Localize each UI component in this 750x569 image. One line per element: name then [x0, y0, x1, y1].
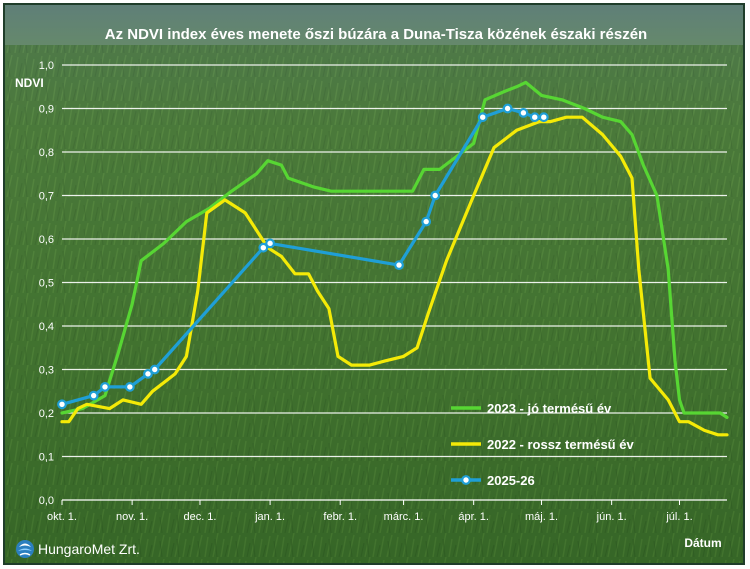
data-point [529, 112, 540, 123]
data-point [143, 368, 153, 379]
data-point [502, 103, 513, 114]
y-tick-label: 0,9 [39, 104, 54, 116]
x-tick-label: júl. 1. [665, 511, 692, 523]
data-point [124, 382, 135, 392]
data-point [265, 238, 275, 249]
data-point [258, 242, 269, 253]
y-tick-label: 0,7 [39, 191, 54, 203]
y-tick-label: 0,5 [39, 278, 54, 290]
ndvi-chart: Az NDVI index éves menete őszi búzára a … [5, 5, 743, 563]
x-tick-label: máj. 1. [525, 511, 558, 523]
chart-title: Az NDVI index éves menete őszi búzára a … [105, 26, 647, 43]
legend-label: 2025-26 [487, 473, 535, 488]
y-tick-label: 0,6 [39, 234, 54, 246]
series-line-1 [60, 80, 729, 419]
data-point [538, 112, 549, 123]
data-point [149, 364, 160, 375]
y-tick-label: 0,2 [39, 408, 54, 420]
x-tick-label: okt. 1. [47, 511, 77, 523]
x-tick-label: jún. 1. [596, 511, 627, 523]
y-tick-label: 0,4 [39, 321, 54, 333]
data-point [477, 112, 488, 123]
x-tick-label: dec. 1. [183, 511, 216, 523]
hungaromet-logo-icon [16, 540, 34, 558]
legend-marker [461, 475, 471, 485]
y-axis: 0,0 0,1 0,2 0,3 0,4 0,5 0,6 0,7 0,8 0,9 1,0 [39, 60, 727, 507]
legend: 2023 - jó termésű év 2022 - rossz termésű… [451, 401, 634, 488]
hungaromet-logo-text: HungaroMet Zrt. [38, 541, 140, 557]
data-point [100, 382, 110, 392]
data-point [394, 260, 404, 271]
chart-frame: Az NDVI index éves menete őszi búzára a … [3, 3, 745, 565]
data-point [421, 216, 432, 227]
data-point [430, 190, 441, 201]
series-line-3 [60, 106, 546, 406]
series-line-2 [60, 115, 729, 437]
plot-area [57, 80, 729, 437]
data-point [57, 399, 67, 410]
data-point [88, 390, 99, 401]
x-axis: okt. 1. nov. 1. dec. 1. jan. 1. febr. 1. márc… [47, 500, 693, 523]
x-tick-label: nov. 1. [116, 511, 148, 523]
y-axis-title: NDVI [15, 76, 44, 90]
x-tick-label: márc. 1. [384, 511, 424, 523]
legend-label: 2023 - jó termésű év [487, 401, 612, 416]
data-point [518, 107, 529, 118]
y-tick-label: 0,0 [39, 495, 54, 507]
field-texture [5, 45, 743, 563]
y-tick-label: 0,3 [39, 365, 54, 377]
x-axis-title: Dátum [684, 536, 721, 550]
y-tick-label: 0,8 [39, 147, 54, 159]
y-tick-label: 0,1 [39, 452, 54, 464]
x-tick-label: jan. 1. [254, 511, 285, 523]
x-tick-label: ápr. 1. [458, 511, 489, 523]
x-tick-label: febr. 1. [323, 511, 357, 523]
y-tick-label: 1,0 [39, 60, 54, 72]
hungaromet-logo: HungaroMet Zrt. [16, 540, 140, 558]
legend-label: 2022 - rossz termésű év [487, 437, 634, 452]
